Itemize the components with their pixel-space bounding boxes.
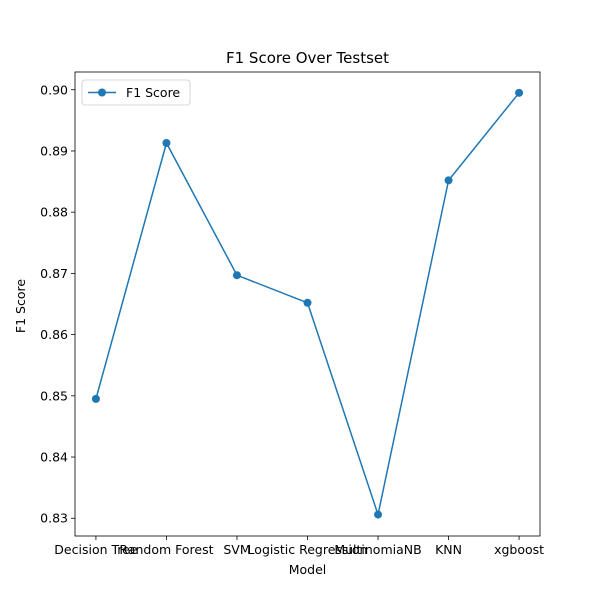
x-tick-label: Random Forest [119,542,213,557]
x-tick-label: SVM [223,542,250,557]
x-tick-label: xgboost [494,542,544,557]
x-tick-label: Logistic Regression [248,542,368,557]
legend-box [81,79,191,106]
x-tick-label: MultinomiaNB [334,542,421,557]
legend-label: F1 Score [126,85,180,100]
y-tick-label: 0.84 [40,450,68,465]
y-tick-label: 0.89 [40,143,68,158]
y-tick-label: 0.88 [40,205,68,220]
data-point [374,510,383,519]
x-tick-label: KNN [435,542,462,557]
y-tick-label: 0.86 [40,327,68,342]
y-axis-label: F1 Score [13,279,28,333]
data-point [162,139,171,148]
y-tick-label: 0.83 [40,511,68,526]
x-tick-label: Decision Tree [54,542,138,557]
data-point [232,271,241,280]
x-axis-label: Model [289,562,327,577]
legend-marker [98,88,106,97]
y-tick-label: 0.85 [40,388,68,403]
data-point [303,298,312,307]
chart-title: F1 Score Over Testset [226,49,389,67]
data-point [515,88,524,97]
y-tick-label: 0.90 [40,82,68,97]
plot-area: 0.83 0.84 0.85 0.86 0.87 0.88 0.89 0.90 Decision… [40,71,544,557]
data-point [91,394,100,403]
y-tick-label: 0.87 [40,266,68,281]
data-point [444,176,453,185]
